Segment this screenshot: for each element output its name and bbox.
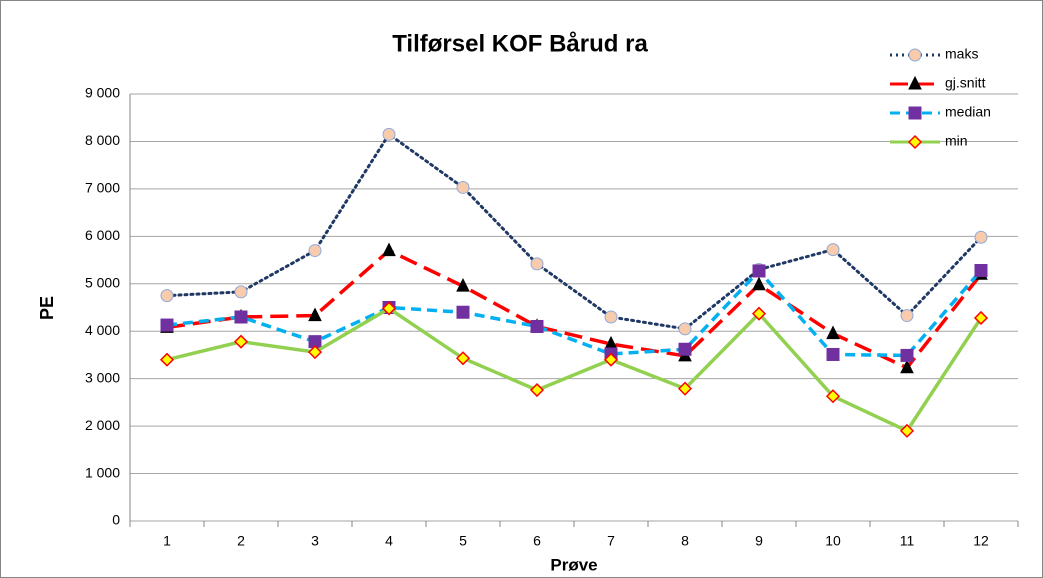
data-point	[234, 285, 248, 299]
data-point	[826, 243, 840, 257]
data-point	[160, 318, 174, 332]
data-point	[677, 381, 693, 396]
y-tick-label: 0	[112, 512, 120, 528]
x-tick-label: 7	[607, 533, 615, 549]
x-tick-label: 5	[459, 533, 467, 549]
x-axis-label: Prøve	[550, 555, 597, 574]
y-tick-label: 6 000	[85, 227, 120, 243]
data-point	[678, 322, 692, 336]
data-point	[308, 244, 322, 258]
data-point	[603, 352, 619, 367]
data-point	[900, 359, 914, 374]
y-tick-label: 9 000	[85, 85, 120, 101]
data-point	[900, 348, 914, 362]
chart-title: Tilførsel KOF Bårud ra	[392, 30, 648, 57]
legend-label: min	[945, 133, 968, 149]
data-point	[530, 319, 544, 333]
data-point	[456, 180, 470, 194]
data-point	[307, 345, 323, 360]
legend-marker	[908, 106, 922, 120]
y-tick-label: 8 000	[85, 132, 120, 148]
x-tick-label: 6	[533, 533, 541, 549]
legend-label: maks	[945, 46, 978, 62]
x-tick-label: 4	[385, 533, 393, 549]
data-point	[604, 310, 618, 324]
data-point	[381, 301, 397, 316]
y-tick-label: 1 000	[85, 464, 120, 480]
data-point	[456, 305, 470, 319]
legend-marker	[907, 134, 923, 150]
data-point	[382, 242, 396, 257]
x-tick-label: 3	[311, 533, 319, 549]
data-point	[826, 325, 840, 340]
series-line	[166, 268, 983, 358]
legend-label: gj.snitt	[945, 75, 986, 91]
x-tick-label: 1	[163, 533, 171, 549]
data-point	[899, 423, 915, 438]
data-point	[455, 351, 471, 366]
data-point	[159, 352, 175, 367]
data-point	[974, 263, 988, 277]
legend-label: median	[945, 104, 991, 120]
x-tick-label: 11	[900, 533, 915, 549]
x-tick-label: 10	[825, 533, 841, 549]
data-point	[233, 334, 249, 349]
data-point	[826, 347, 840, 361]
data-point	[529, 382, 545, 398]
y-axis-label: PE	[37, 296, 57, 320]
x-tick-label: 8	[681, 533, 689, 549]
data-point	[751, 306, 767, 321]
y-tick-label: 3 000	[85, 369, 120, 385]
data-point	[825, 389, 841, 404]
data-point	[678, 342, 692, 356]
data-point	[160, 289, 174, 303]
data-point	[382, 127, 396, 141]
series-line	[166, 248, 983, 370]
data-point	[752, 264, 766, 278]
data-point	[234, 310, 248, 324]
data-point	[752, 276, 766, 291]
series-line	[165, 132, 983, 331]
data-point	[974, 230, 988, 244]
x-tick-label: 2	[237, 533, 245, 549]
data-point	[308, 307, 322, 322]
series-line	[166, 306, 983, 434]
data-point	[530, 257, 544, 271]
y-tick-label: 2 000	[85, 417, 120, 433]
data-point	[900, 309, 914, 323]
data-point	[973, 310, 989, 325]
x-tick-label: 12	[973, 533, 989, 549]
y-tick-label: 5 000	[85, 274, 120, 290]
x-tick-label: 9	[755, 533, 763, 549]
data-point	[456, 278, 470, 292]
y-tick-label: 4 000	[85, 322, 120, 338]
y-tick-label: 7 000	[85, 180, 120, 196]
legend-marker	[908, 75, 922, 90]
legend-marker	[908, 48, 922, 62]
